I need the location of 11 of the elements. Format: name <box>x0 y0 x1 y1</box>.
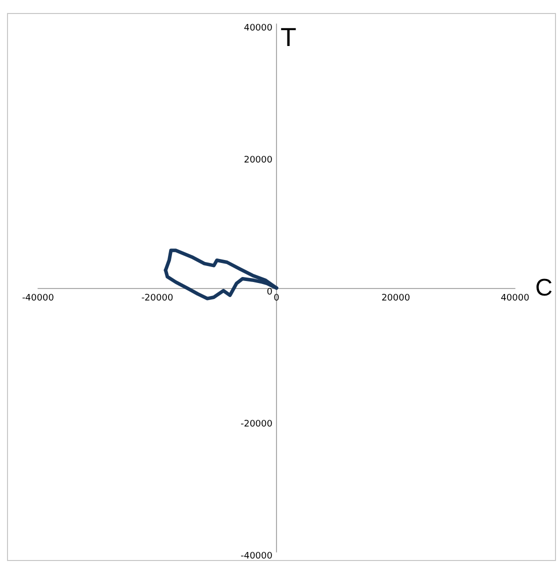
y-tick-label: 20000 <box>244 156 273 166</box>
x-tick-label: -20000 <box>141 294 174 304</box>
y-tick-label: -40000 <box>240 552 273 562</box>
y-tick-label: 40000 <box>244 24 273 34</box>
x-tick-label: -40000 <box>22 294 54 304</box>
x-tick-label: 20000 <box>381 294 410 304</box>
y-tick-label: -20000 <box>240 420 273 430</box>
y-axis-title: T <box>280 22 296 52</box>
x-tick-label: 0 <box>274 294 280 304</box>
x-tick-label: 40000 <box>500 294 530 304</box>
x-axis-title: C <box>535 274 553 302</box>
